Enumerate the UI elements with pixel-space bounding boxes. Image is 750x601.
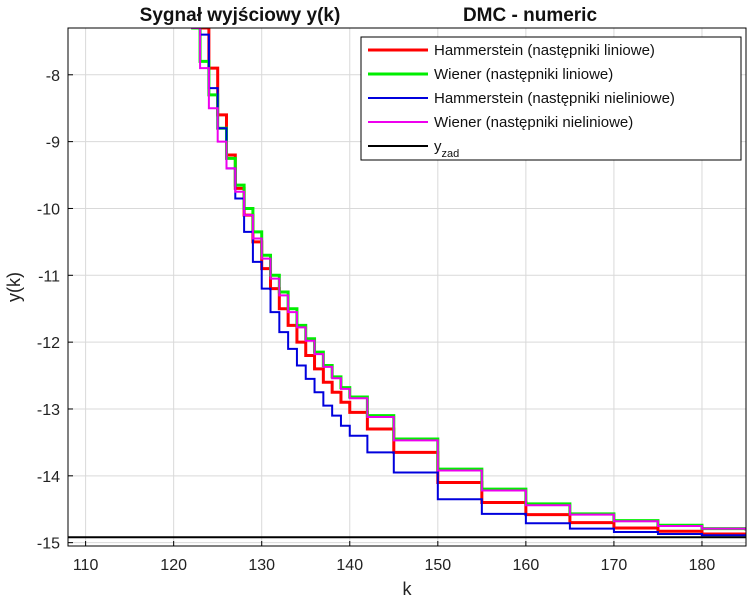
y-tick-label: -10 — [37, 201, 60, 218]
legend-items: Hammerstein (następniki liniowe) Wiener (… — [368, 42, 675, 160]
series-group — [68, 28, 746, 539]
x-tick-label: 130 — [248, 557, 275, 574]
legend-label-0: Hammerstein (następniki liniowe) — [434, 42, 655, 59]
chart-title-left: Sygnał wyjściowy y(k) — [140, 5, 341, 26]
x-tick-label: 150 — [424, 557, 451, 574]
y-tick-label: -11 — [38, 268, 60, 285]
y-tick-label: -15 — [37, 536, 60, 553]
series-line-3 — [191, 28, 746, 531]
x-tick-label: 140 — [336, 557, 363, 574]
y-tick-label: -8 — [46, 68, 60, 85]
legend: Hammerstein (następniki liniowe) Wiener (… — [360, 36, 742, 161]
legend-label-1: Wiener (następniki liniowe) — [434, 66, 613, 83]
x-axis-label: k — [403, 579, 413, 599]
legend-label-2: Hammerstein (następniki nieliniowe) — [434, 90, 675, 107]
y-tick-label: -14 — [37, 469, 60, 486]
x-axis-ticks: 110 120 130 140 150 160 170 180 — [73, 541, 716, 574]
y-axis-label: y(k) — [4, 272, 24, 302]
y-tick-label: -12 — [37, 335, 60, 352]
x-tick-label: 160 — [513, 557, 540, 574]
x-tick-label: 180 — [689, 557, 716, 574]
x-tick-label: 170 — [601, 557, 628, 574]
legend-label-subscript: zad — [442, 148, 460, 160]
y-tick-label: -9 — [46, 135, 60, 152]
legend-label-3: Wiener (następniki nieliniowe) — [434, 114, 633, 131]
y-axis-ticks: -8 -9 -10 -11 -12 -13 -14 -15 — [37, 68, 73, 553]
chart-title-right: DMC - numeric — [463, 5, 598, 26]
x-tick-label: 110 — [73, 557, 99, 574]
x-tick-label: 120 — [160, 557, 187, 574]
plot-area-frame — [67, 27, 747, 547]
y-tick-label: -13 — [37, 402, 60, 419]
